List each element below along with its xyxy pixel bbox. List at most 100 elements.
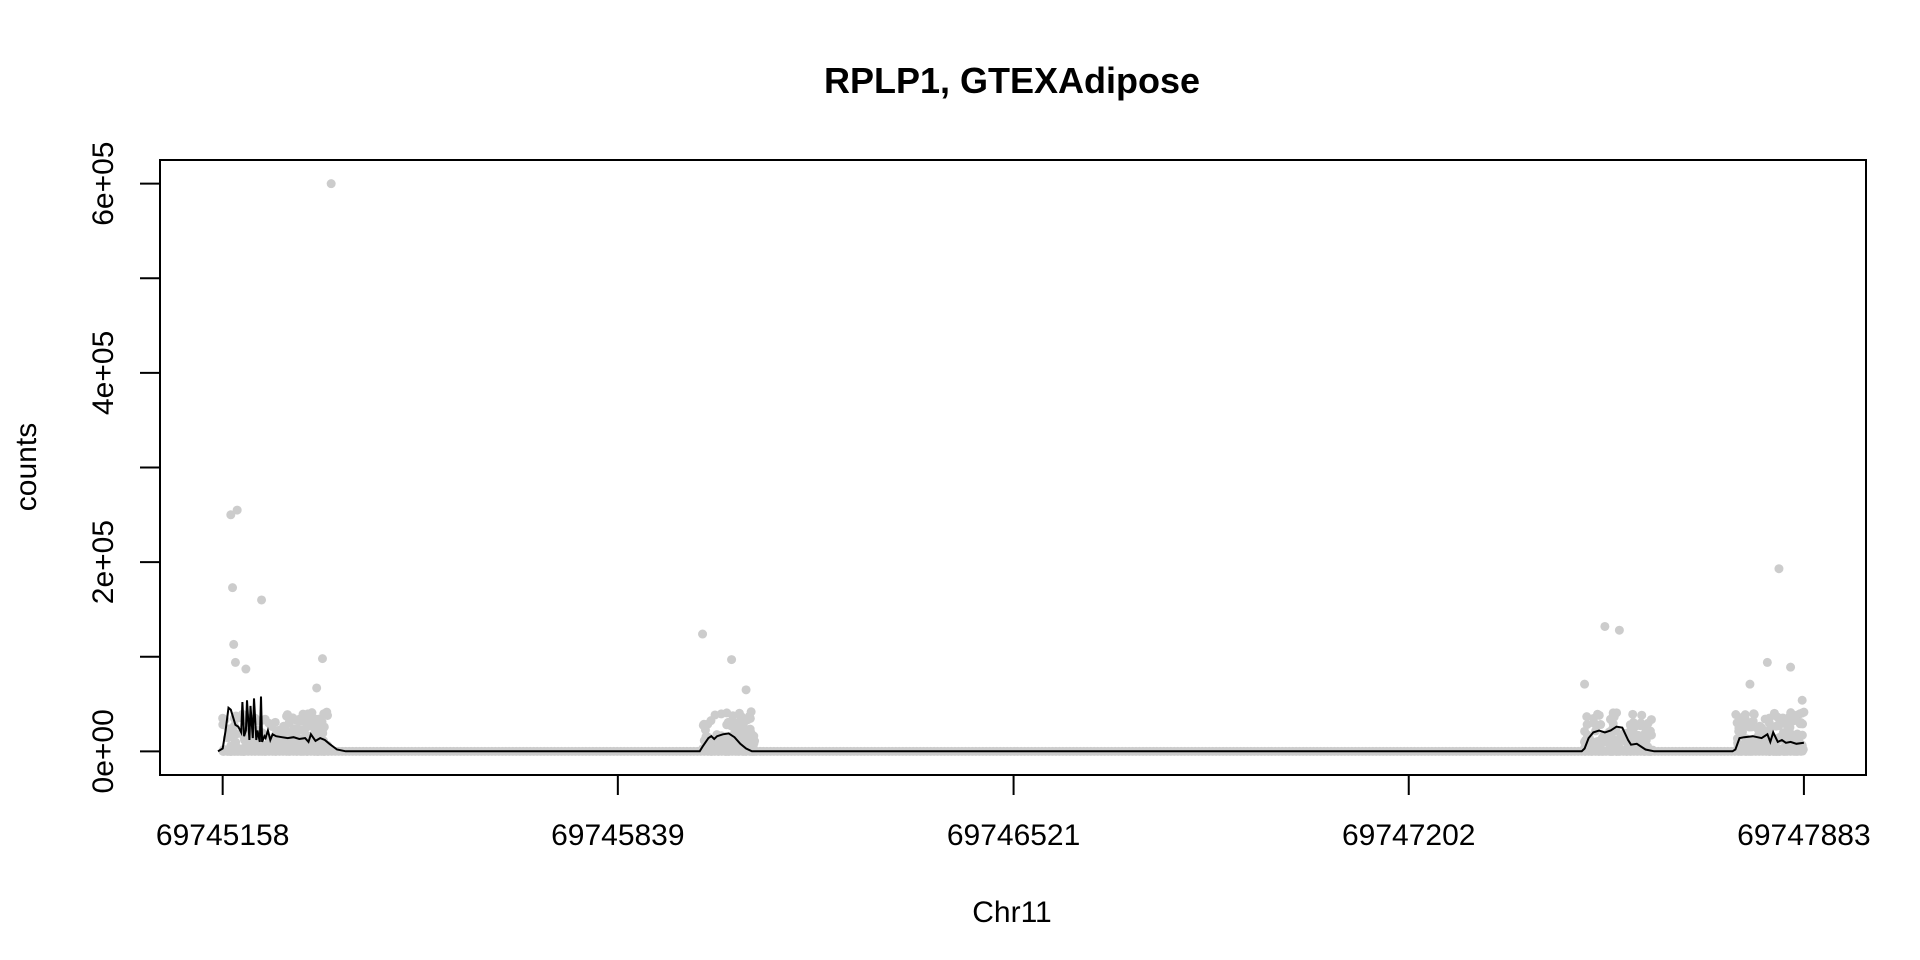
x-axis-label: Chr11	[972, 896, 1051, 929]
data-point	[1580, 726, 1590, 736]
data-point	[723, 740, 733, 750]
data-point	[240, 735, 250, 745]
data-point	[741, 685, 751, 695]
data-point	[282, 710, 292, 720]
data-point	[270, 717, 280, 727]
data-point	[1736, 713, 1746, 723]
y-tick-label: 6e+05	[87, 142, 120, 226]
data-point	[240, 746, 250, 756]
data-point	[309, 721, 319, 731]
data-point	[747, 730, 757, 740]
plot-frame	[159, 159, 1867, 776]
data-point	[1778, 713, 1788, 723]
data-point	[317, 717, 327, 727]
chart-title: RPLP1, GTEXAdipose	[824, 60, 1200, 101]
data-point	[284, 718, 294, 728]
data-point	[698, 629, 708, 639]
data-point	[1762, 657, 1772, 667]
data-point	[699, 736, 709, 746]
data-point	[1614, 625, 1624, 635]
series-line	[217, 696, 1805, 753]
data-point	[225, 727, 235, 737]
data-point	[1596, 720, 1606, 730]
data-point	[319, 709, 329, 719]
data-point	[323, 745, 333, 755]
data-point	[1797, 708, 1807, 718]
data-point	[1732, 734, 1742, 744]
data-point	[260, 714, 270, 724]
data-point	[1763, 744, 1773, 754]
x-tick-label: 69747202	[1342, 819, 1475, 852]
data-point	[1628, 718, 1638, 728]
y-tick-label: 0e+00	[87, 709, 120, 793]
data-point	[1749, 744, 1759, 754]
data-point	[302, 720, 312, 730]
data-point	[1745, 679, 1755, 689]
data-point	[270, 745, 280, 755]
data-point	[1608, 712, 1618, 722]
data-point	[292, 724, 302, 734]
data-point	[1764, 714, 1774, 724]
data-point	[1611, 746, 1621, 756]
fitted-line	[217, 696, 1805, 753]
x-tick-label: 69745839	[551, 819, 684, 852]
data-point	[226, 510, 236, 520]
data-point	[1638, 745, 1648, 755]
data-point	[745, 713, 755, 723]
data-point	[710, 710, 720, 720]
data-point	[1628, 709, 1638, 719]
data-point	[257, 595, 267, 605]
data-point	[1645, 728, 1655, 738]
data-point	[1778, 743, 1788, 753]
data-point	[228, 583, 238, 593]
data-point	[1786, 662, 1796, 672]
x-tick-label: 69745158	[156, 819, 289, 852]
data-point	[293, 743, 303, 753]
data-point	[1797, 695, 1807, 705]
data-point	[1626, 746, 1636, 756]
data-point	[1744, 722, 1754, 732]
data-point	[707, 744, 717, 754]
data-point	[746, 707, 756, 717]
data-point	[229, 639, 239, 649]
data-point	[726, 718, 736, 728]
data-point	[738, 725, 748, 735]
data-point	[1646, 715, 1656, 725]
data-point	[1790, 713, 1800, 723]
data-point	[700, 725, 710, 735]
y-axis-label: counts	[10, 423, 43, 511]
x-axis: 69745158 69745839 69746521 69747202 69747883	[156, 774, 1871, 852]
data-point	[312, 683, 322, 693]
data-point	[307, 708, 317, 718]
x-tick-label: 69747883	[1737, 819, 1870, 852]
data-point	[231, 746, 241, 756]
y-axis: 0e+00 2e+05 4e+05 6e+05	[87, 142, 161, 793]
data-point	[249, 744, 259, 754]
data-point	[1594, 710, 1604, 720]
data-point	[1600, 621, 1610, 631]
data-point	[1602, 737, 1612, 747]
scatter-points	[218, 179, 1809, 756]
data-point	[222, 745, 232, 755]
data-point	[1774, 564, 1784, 574]
data-point	[230, 657, 240, 667]
data-point	[1798, 719, 1808, 729]
y-tick-label: 4e+05	[87, 331, 120, 415]
data-point	[1637, 710, 1647, 720]
data-point	[318, 728, 328, 738]
x-tick-label: 69746521	[947, 819, 1080, 852]
data-point	[1580, 679, 1590, 689]
data-point	[304, 739, 314, 749]
data-point	[298, 709, 308, 719]
data-point	[278, 746, 288, 756]
data-point	[736, 712, 746, 722]
data-point	[232, 505, 242, 515]
data-point	[1749, 709, 1759, 719]
data-point	[241, 664, 251, 674]
data-point	[317, 654, 327, 664]
y-tick-label: 2e+05	[87, 520, 120, 604]
data-point	[727, 655, 737, 665]
data-point	[309, 746, 319, 756]
data-point	[1771, 721, 1781, 731]
